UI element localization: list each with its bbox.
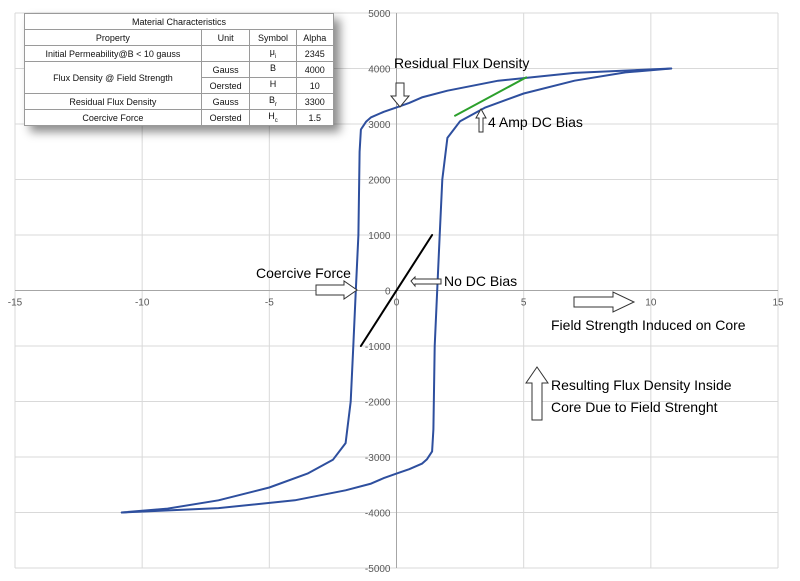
y-tick-label: -1000 — [365, 342, 391, 353]
data-series — [120, 67, 673, 514]
cell-value: 1.5 — [295, 109, 335, 126]
y-tick-label: -4000 — [365, 509, 391, 520]
cell-value: 4000 — [295, 61, 335, 78]
cell-symbol: B — [249, 61, 297, 78]
dc-bias-line — [454, 76, 528, 117]
table-row: Coercive Force Oersted Hc 1.5 — [24, 109, 335, 126]
tick-labels: -15 -10 -5 0 5 10 15 -5000 -4000 -3000 -2000 -1000 0… — [8, 9, 784, 575]
annotation-labels: Residual Flux Density 4 Amp DC Bias Coer… — [256, 55, 746, 415]
y-tick-label: -5000 — [365, 564, 391, 575]
y-tick-label: 1000 — [368, 231, 391, 242]
field-strength-label: Field Strength Induced on Core — [551, 317, 746, 333]
cell-unit: Gauss — [200, 61, 251, 78]
cell-value: 3300 — [295, 93, 335, 110]
no-dc-bias-arrow — [410, 275, 442, 288]
cell-symbol: Br — [249, 93, 297, 110]
residual-flux-arrow — [389, 82, 411, 108]
hysteresis-descending-branch — [120, 67, 673, 514]
material-characteristics-table: Material Characteristics Property Unit S… — [24, 13, 335, 126]
coercive-force-label: Coercive Force — [256, 265, 351, 281]
x-tick-label: -15 — [8, 298, 23, 309]
cell-value: 2345 — [295, 45, 335, 62]
y-tick-label: 3000 — [368, 120, 391, 131]
cell-property: Initial Permeability@B < 10 gauss — [24, 45, 202, 62]
no-dc-bias-line — [359, 234, 434, 347]
dc-bias-label: 4 Amp DC Bias — [488, 114, 583, 130]
header-alpha: Alpha — [295, 29, 335, 46]
table-row: Residual Flux Density Gauss Br 3300 — [24, 93, 335, 110]
x-tick-label: -10 — [135, 298, 150, 309]
cell-unit: Oersted — [200, 77, 251, 94]
x-tick-label: 5 — [521, 298, 527, 309]
flux-density-arrow — [525, 366, 549, 421]
no-dc-bias-label: No DC Bias — [444, 273, 517, 289]
cell-property: Flux Density @ Field Strength — [24, 61, 202, 94]
coercive-force-arrow — [315, 280, 358, 300]
annotation-arrows — [315, 82, 636, 421]
table-row: Initial Permeability@B < 10 gauss μi 234… — [24, 45, 335, 62]
table-row: Oersted H 10 — [25, 77, 335, 94]
y-tick-label: 5000 — [368, 9, 391, 20]
flux-density-label-line1: Resulting Flux Density Inside — [551, 377, 732, 393]
header-property: Property — [24, 29, 202, 46]
dc-bias-arrow — [475, 107, 487, 133]
cell-symbol: H — [249, 77, 297, 94]
table-row: Flux Density @ Field Strength Gauss B 40… — [24, 61, 335, 94]
cell-unit — [200, 45, 251, 62]
x-tick-label: 0 — [394, 298, 400, 309]
cell-property: Coercive Force — [24, 109, 202, 126]
y-tick-label: 0 — [385, 287, 391, 298]
header-unit: Unit — [200, 29, 251, 46]
cell-symbol: Hc — [249, 109, 297, 126]
flux-density-label-line2: Core Due to Field Strenght — [551, 399, 718, 415]
y-tick-label: 2000 — [368, 176, 391, 187]
cell-value: 10 — [295, 77, 335, 94]
cell-property: Residual Flux Density — [24, 93, 202, 110]
cell-unit: Gauss — [200, 93, 251, 110]
y-tick-label: -2000 — [365, 398, 391, 409]
hysteresis-ascending-branch — [120, 67, 673, 514]
x-tick-label: 15 — [772, 298, 784, 309]
table-header-row: Property Unit Symbol Alpha — [24, 29, 335, 46]
cell-symbol: μi — [249, 45, 297, 62]
y-tick-label: -3000 — [365, 453, 391, 464]
field-strength-arrow — [573, 291, 636, 313]
x-tick-label: -5 — [265, 298, 274, 309]
table-title: Material Characteristics — [24, 13, 334, 30]
cell-unit: Oersted — [200, 109, 251, 126]
header-symbol: Symbol — [249, 29, 297, 46]
x-tick-label: 10 — [645, 298, 657, 309]
residual-flux-label: Residual Flux Density — [394, 55, 529, 71]
y-tick-label: 4000 — [368, 65, 391, 76]
